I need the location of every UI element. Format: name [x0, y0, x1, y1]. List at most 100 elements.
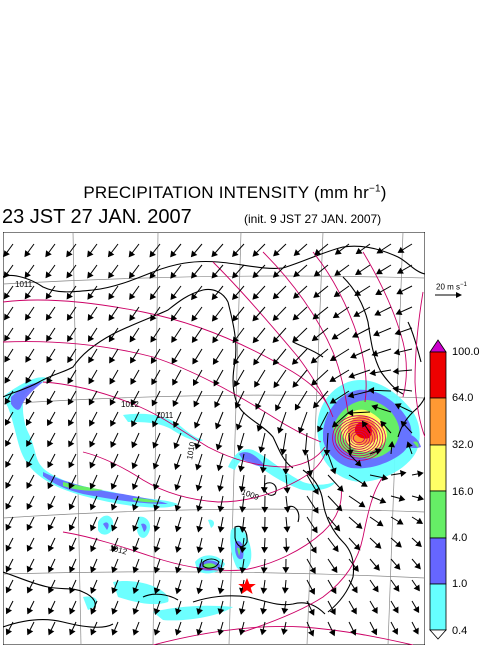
wind-vector-head — [47, 482, 54, 490]
wind-vector-head — [232, 293, 239, 300]
wind-vector-head — [153, 504, 160, 512]
wind-vector-head — [46, 398, 53, 406]
wind-vector-head — [111, 545, 118, 553]
wind-vector-head — [68, 440, 75, 448]
wind-vector-head — [26, 628, 34, 636]
precipitation-map: 1012 1011 1010 1009 1012 1011 — [3, 232, 425, 645]
wind-vector-head — [302, 449, 310, 456]
wind-vector-head — [25, 355, 32, 363]
wind-vector-head — [292, 313, 300, 321]
wind-vector-head — [347, 391, 355, 399]
wind-vector-head — [149, 250, 156, 258]
wind-vector-head — [25, 376, 32, 384]
colorbar-tick-label: 16.0 — [452, 486, 474, 498]
wind-vector-head — [252, 271, 260, 279]
wind-vector-head — [373, 329, 380, 337]
wind-vector-head — [150, 314, 157, 322]
wind-vector-head — [237, 444, 244, 452]
wind-vector-head — [234, 380, 241, 388]
wind-vector-head — [24, 313, 32, 321]
wind-vector-head — [335, 504, 343, 512]
wind-vector-head — [252, 314, 260, 322]
wind-vector-head — [238, 608, 246, 615]
wind-vector-head — [153, 525, 161, 532]
wind-vector-head — [152, 462, 160, 470]
wind-vector-head — [406, 441, 413, 449]
wind-vector-head — [260, 608, 268, 615]
wind-vector-head — [90, 545, 97, 553]
wind-vector-head — [211, 293, 219, 301]
wind-vector-head — [172, 378, 179, 386]
wind-vector-head — [355, 247, 363, 255]
wind-vector-head — [354, 289, 362, 296]
wind-vector-head — [25, 397, 32, 405]
colorbar-max-triangle — [429, 339, 447, 353]
wind-vector-head — [5, 481, 12, 489]
wind-vector-head — [371, 606, 378, 614]
wind-vector-head — [232, 314, 239, 322]
wind-vector-head — [173, 421, 180, 429]
colorbar-segment — [429, 583, 447, 631]
wind-vector-head — [311, 526, 318, 534]
wind-vector-head — [89, 482, 96, 490]
wind-vector-head — [131, 420, 138, 428]
colorbar — [429, 339, 447, 640]
wind-vector-head — [110, 419, 117, 427]
wind-vector-head — [213, 379, 220, 387]
wind-vector-head — [217, 526, 225, 533]
wind-vector-head — [26, 607, 34, 615]
wind-vector-head — [108, 335, 115, 343]
wind-vector-head — [5, 439, 12, 447]
wind-vector-head — [259, 628, 267, 636]
wind-vector-head — [252, 336, 260, 344]
wind-vector-head — [214, 401, 221, 409]
wind-vector-head — [214, 422, 222, 430]
wind-vector-head — [393, 584, 400, 592]
wind-vector-head — [24, 292, 32, 300]
wind-vector-head — [312, 506, 319, 514]
reference-vector-arrow — [435, 292, 462, 298]
wind-vector-head — [5, 607, 13, 615]
wind-vector-head — [211, 271, 219, 279]
wind-vector-head — [109, 377, 116, 385]
wind-vector-head — [5, 586, 12, 594]
wind-vector-head — [293, 270, 301, 278]
wind-vector-head — [217, 546, 225, 554]
wind-vector-head — [371, 628, 378, 636]
wind-vector-head — [395, 541, 402, 548]
wind-vector-head — [233, 358, 240, 366]
wind-vector-head — [412, 627, 419, 635]
wind-vector-head — [292, 335, 299, 343]
wind-vector-head — [310, 356, 318, 364]
colorbar-segment — [429, 490, 447, 539]
wind-vector-head — [351, 586, 358, 594]
isobar-label: 1012 — [121, 400, 139, 409]
wind-vector-head — [352, 564, 359, 572]
wind-vector-head — [331, 566, 338, 574]
wind-vector-head — [353, 543, 361, 551]
valid-time: 23 JST 27 JAN. 2007 — [2, 206, 192, 228]
wind-vector-head — [68, 524, 76, 532]
wind-vector-head — [190, 250, 198, 258]
wind-vector-head — [152, 441, 159, 449]
wind-vector-head — [350, 352, 357, 359]
wind-vector-head — [26, 586, 34, 594]
wind-vector-head — [26, 481, 33, 489]
wind-vector-head — [174, 628, 182, 636]
wind-vector-head — [333, 290, 341, 297]
wind-vector-head — [258, 446, 266, 453]
wind-vector-head — [415, 540, 422, 548]
wind-vector-head — [375, 268, 383, 275]
wind-vector-head — [333, 524, 341, 532]
wind-vector-head — [171, 357, 178, 365]
wind-vector-head — [130, 356, 137, 364]
wind-vector-head — [47, 565, 55, 573]
wind-vector-head — [368, 386, 375, 394]
wind-vector-head — [46, 334, 53, 342]
wind-vector-head — [110, 440, 117, 448]
wind-vector-head — [149, 293, 157, 301]
wind-vector-head — [174, 525, 182, 533]
wind-vector-head — [111, 524, 118, 532]
wind-vector-head — [350, 628, 357, 636]
wind-vector-head — [331, 333, 339, 340]
